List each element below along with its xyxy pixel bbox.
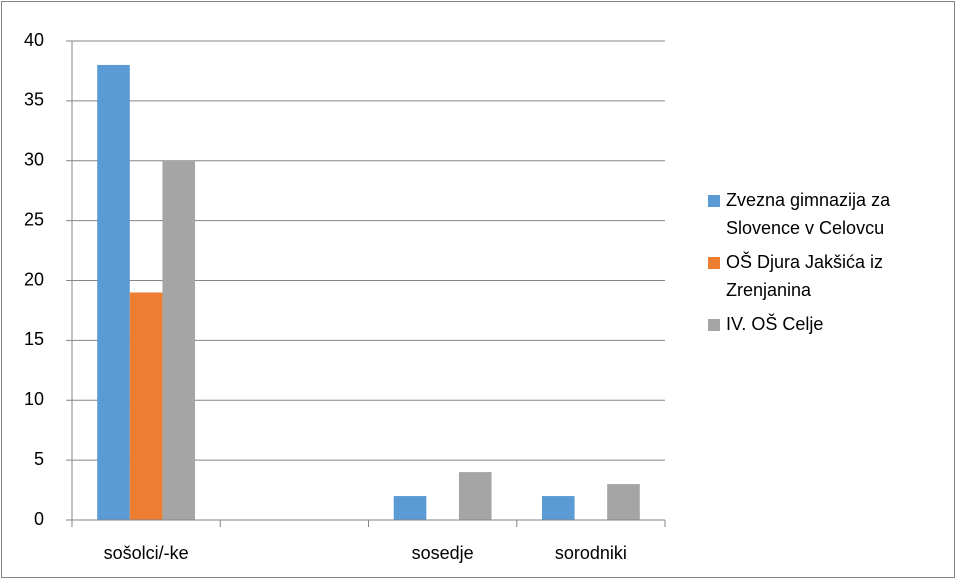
legend-label: OŠ Djura Jakšića iz Zrenjanina (726, 252, 884, 300)
legend-entry: Zvezna gimnazija za Slovence v Celovcu (708, 186, 953, 242)
bar (541, 496, 575, 520)
legend-swatch (708, 319, 720, 331)
x-tick-label: sosedje (412, 543, 474, 563)
bar (393, 496, 427, 520)
legend: Zvezna gimnazija za Slovence v Celovcu OŠ… (708, 186, 953, 344)
y-tick-label: 10 (24, 389, 44, 409)
x-tick-label: sošolci/-ke (104, 543, 189, 563)
y-tick-label: 20 (24, 269, 44, 289)
bar (458, 472, 492, 520)
y-tick-label: 15 (24, 329, 44, 349)
bar (97, 64, 130, 520)
legend-label: Zvezna gimnazija za Slovence v Celovcu (726, 190, 891, 238)
x-tick-label: sorodniki (555, 543, 627, 563)
legend-label: IV. OŠ Celje (726, 314, 824, 334)
y-tick-label: 25 (24, 209, 44, 229)
legend-swatch (708, 195, 720, 207)
legend-entry: OŠ Djura Jakšića iz Zrenjanina (708, 248, 953, 304)
bar (607, 484, 640, 520)
y-tick-label: 0 (34, 509, 44, 529)
legend-entry: IV. OŠ Celje (708, 310, 953, 338)
y-tick-label: 5 (34, 449, 44, 469)
y-tick-label: 35 (24, 90, 44, 110)
bar (129, 292, 163, 520)
y-tick-label: 40 (24, 30, 44, 50)
bar (162, 160, 196, 520)
legend-swatch (708, 257, 720, 269)
y-tick-label: 30 (24, 150, 44, 170)
